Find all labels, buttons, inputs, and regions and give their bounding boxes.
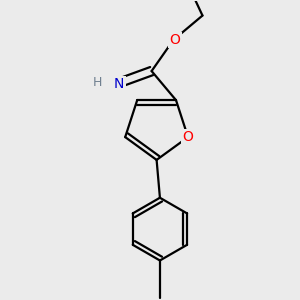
Text: H: H	[93, 76, 102, 89]
Text: O: O	[183, 130, 194, 144]
Text: O: O	[169, 33, 181, 47]
Text: N: N	[114, 77, 124, 91]
